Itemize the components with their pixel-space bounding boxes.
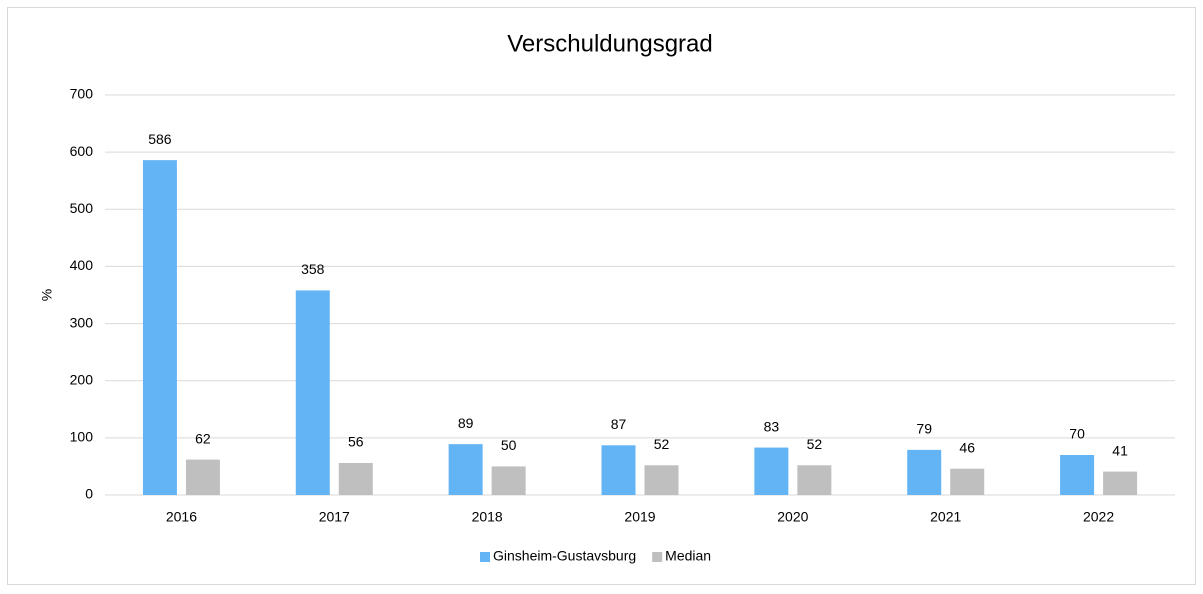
bar <box>1103 471 1138 495</box>
bar <box>295 290 330 495</box>
legend-label: Ginsheim-Gustavsburg <box>493 548 636 564</box>
data-label: 358 <box>301 261 325 277</box>
legend-swatch <box>480 552 490 562</box>
chart-border <box>7 7 1196 585</box>
data-label: 70 <box>1069 426 1085 442</box>
y-tick-label: 0 <box>85 486 93 502</box>
y-axis-label: % <box>39 289 55 301</box>
y-tick-label: 100 <box>70 429 94 445</box>
y-tick-label: 600 <box>70 143 94 159</box>
bar <box>338 463 373 495</box>
data-label: 83 <box>764 418 780 434</box>
data-label: 87 <box>611 416 627 432</box>
bar <box>142 160 177 495</box>
data-label: 89 <box>458 415 474 431</box>
data-label: 46 <box>959 439 975 455</box>
legend-swatch <box>652 552 663 562</box>
bar <box>644 465 679 495</box>
data-label: 62 <box>195 430 211 446</box>
y-tick-label: 300 <box>70 314 94 330</box>
x-tick-label: 2018 <box>472 509 503 525</box>
legend-label: Median <box>665 548 711 564</box>
data-label: 52 <box>654 436 670 452</box>
data-label: 79 <box>916 421 932 437</box>
bar <box>797 465 832 495</box>
data-label: 52 <box>807 436 823 452</box>
chart-title: Verschuldungsgrad <box>507 30 712 57</box>
x-tick-label: 2019 <box>624 509 655 525</box>
bar <box>448 444 483 495</box>
bar <box>754 447 789 495</box>
y-tick-label: 700 <box>70 86 94 102</box>
x-tick-label: 2017 <box>319 509 350 525</box>
x-tick-label: 2020 <box>777 509 808 525</box>
y-tick-label: 200 <box>70 371 94 387</box>
data-label: 56 <box>348 434 364 450</box>
data-label: 50 <box>501 437 517 453</box>
x-tick-label: 2022 <box>1083 509 1114 525</box>
y-tick-label: 400 <box>70 257 94 273</box>
bar <box>907 449 942 495</box>
bar <box>950 468 985 495</box>
y-tick-label: 500 <box>70 200 94 216</box>
data-label: 586 <box>148 131 172 147</box>
x-tick-label: 2021 <box>930 509 961 525</box>
bar <box>491 466 526 495</box>
bar <box>185 459 220 495</box>
x-tick-label: 2016 <box>166 509 197 525</box>
data-label: 41 <box>1112 442 1128 458</box>
bar <box>601 445 636 495</box>
bar <box>1060 455 1095 495</box>
